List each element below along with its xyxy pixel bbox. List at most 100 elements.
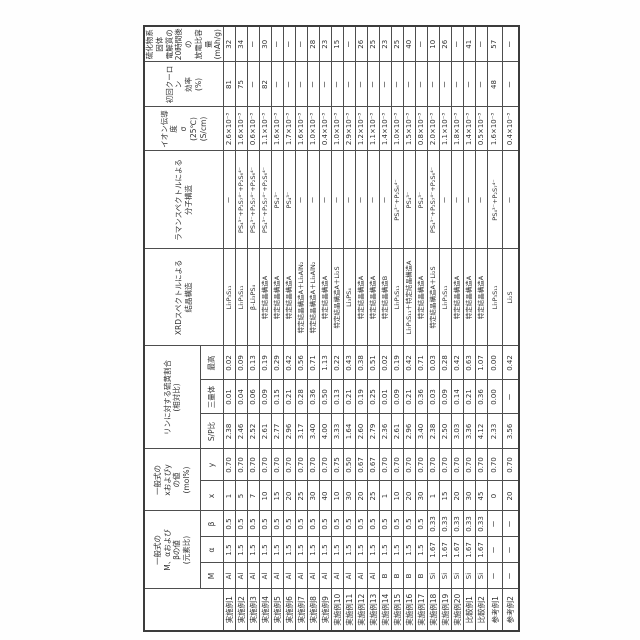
table-cell: 1.5 xyxy=(331,537,344,563)
table-cell: 1.5 xyxy=(391,537,404,563)
table-cell: 0.02 xyxy=(223,345,236,380)
table-cell: ー xyxy=(307,61,320,107)
table-cell: 20 xyxy=(451,481,464,511)
table-cell: 3.33 xyxy=(331,413,344,449)
table-cell: 26 xyxy=(355,25,368,62)
table-cell: ー xyxy=(487,511,503,537)
rotated-table-container: 一般式の M、αおよび βの値 (元素比) 一般式の xおよびy の値 (mol… xyxy=(143,24,520,632)
table-cell: 0.70 xyxy=(463,448,476,481)
table-cell: 0.70 xyxy=(487,448,503,481)
table-cell: 57 xyxy=(487,25,503,62)
table-cell: ー xyxy=(415,61,428,107)
table-cell: 0.21 xyxy=(283,379,296,414)
table-cell: 0.5×10⁻³ xyxy=(475,106,488,151)
table-cell: ー xyxy=(502,511,519,537)
table-cell: 1.4×10⁻³ xyxy=(463,106,476,151)
table-cell: 0.38 xyxy=(355,345,368,380)
table-cell: 0.09 xyxy=(235,345,248,380)
header-general-formula-m: 一般式の M、αおよび βの値 (元素比) xyxy=(144,511,201,589)
table-cell: 0.33 xyxy=(427,511,440,537)
table-cell: 25 xyxy=(391,25,404,62)
table-cell: 0.42 xyxy=(283,345,296,380)
corner-cell xyxy=(144,589,224,631)
table-cell: 2.61 xyxy=(259,413,272,449)
table-cell: 0.71 xyxy=(307,345,320,380)
table-cell: ー xyxy=(487,537,503,563)
table-cell: 0.04 xyxy=(235,379,248,414)
table-cell: ー xyxy=(391,61,404,107)
table-cell: ー xyxy=(502,25,519,62)
table-cell: B xyxy=(379,563,392,589)
table-cell: PS₄³⁻+P₂S₇⁴⁻+P₂S₆⁴⁻ xyxy=(259,150,272,249)
table-cell: 特定結晶構造A xyxy=(475,248,488,346)
table-cell: 2.96 xyxy=(403,413,416,449)
table-cell: B xyxy=(391,563,404,589)
table-cell: Al xyxy=(355,563,368,589)
table-cell: 23 xyxy=(379,25,392,62)
table-cell: 0.28 xyxy=(295,379,308,414)
table-row: 実施例19 Si 1.67 0.33 15 0.70 2.50 0.09 0.28 Li₇P₃S₁… xyxy=(439,25,452,631)
table-cell: Al xyxy=(307,563,320,589)
table-cell: ー xyxy=(502,537,519,563)
row-label: 実施例6 xyxy=(283,589,296,631)
table-cell: 0.28 xyxy=(439,345,452,380)
table-cell: Al xyxy=(343,563,356,589)
table-cell: 1.5 xyxy=(235,537,248,563)
table-cell: 0.5 xyxy=(295,511,308,537)
subheader-beta: β xyxy=(200,511,224,537)
table-cell: 30 xyxy=(415,481,428,511)
table-cell: 0.29 xyxy=(271,345,284,380)
subheader-alpha: α xyxy=(200,537,224,563)
table-cell: 0 xyxy=(487,481,503,511)
table-cell: 1.5 xyxy=(379,537,392,563)
table-cell: PS₄³⁻ xyxy=(403,150,416,249)
table-cell: 0.70 xyxy=(502,448,519,481)
table-cell: 0.15 xyxy=(271,379,284,414)
table-cell: 0.03 xyxy=(427,379,440,414)
table-cell: Si xyxy=(439,563,452,589)
subheader-m: M xyxy=(200,563,224,589)
table-cell: ー xyxy=(319,150,332,249)
table-cell: Li₇P₃S₁₁ xyxy=(391,248,404,346)
table-row: 比較例2 Si 1.67 0.33 45 0.70 4.12 0.36 1.07 特定結晶構造A ー… xyxy=(475,25,488,631)
table-cell: 1 xyxy=(223,481,236,511)
table-cell: 0.5 xyxy=(235,511,248,537)
table-cell: 0.33 xyxy=(463,511,476,537)
table-cell: ー xyxy=(223,150,236,249)
table-cell: 0.09 xyxy=(259,379,272,414)
row-label: 比較例1 xyxy=(463,589,476,631)
table-row: 実施例6 Al 1.5 0.5 20 0.70 2.96 0.21 0.42 特定結晶構造A PS₄… xyxy=(283,25,296,631)
table-cell: 0.5 xyxy=(247,511,260,537)
table-row: 実施例9 Al 1.5 0.5 40 0.70 4.00 0.50 1.13 特定結晶構造A ー 0.… xyxy=(319,25,332,631)
header-ionic-conductivity: イオン伝導度 σ (25℃) (S/cm) xyxy=(144,106,224,151)
table-cell: 1 xyxy=(427,481,440,511)
table-cell: 2.52 xyxy=(247,413,260,449)
table-cell: 20 xyxy=(283,481,296,511)
table-cell: 3.40 xyxy=(307,413,320,449)
table-cell: 1.5 xyxy=(367,537,380,563)
table-cell: 4.00 xyxy=(319,413,332,449)
table-cell: 2.33 xyxy=(487,413,503,449)
table-cell: 特定結晶構造A xyxy=(463,248,476,346)
table-cell: 0.36 xyxy=(475,379,488,414)
table-cell: ー xyxy=(427,61,440,107)
table-cell: 0.5 xyxy=(415,511,428,537)
table-cell: 0.5 xyxy=(355,511,368,537)
row-label: 実施例13 xyxy=(367,589,380,631)
row-label: 実施例20 xyxy=(451,589,464,631)
table-cell: 2.38 xyxy=(427,413,440,449)
table-cell: Si xyxy=(451,563,464,589)
table-cell: 1.5 xyxy=(223,537,236,563)
table-cell: ー xyxy=(502,379,519,414)
table-cell: ー xyxy=(487,563,503,589)
table-cell: 1.67 xyxy=(451,537,464,563)
table-row: 参考例1 ーーー 0 0.70 2.33 0.00 0.00 Li₇P₃S₁₁ PS₄³⁻+P₂… xyxy=(487,25,503,631)
row-label: 実施例14 xyxy=(379,589,392,631)
table-cell: 0.21 xyxy=(463,379,476,414)
table-row: 実施例11 Al 1.5 0.5 30 0.50 1.64 0.21 0.43 Li₃PS₄ ー 2.… xyxy=(343,25,356,631)
table-cell: Li₃PS₄ xyxy=(343,248,356,346)
table-row: 実施例5 Al 1.5 0.5 15 0.70 2.77 0.15 0.29 特定結晶構造A PS₄… xyxy=(271,25,284,631)
row-label: 実施例1 xyxy=(223,589,236,631)
table-cell: Al xyxy=(283,563,296,589)
table-cell: ー xyxy=(367,61,380,107)
